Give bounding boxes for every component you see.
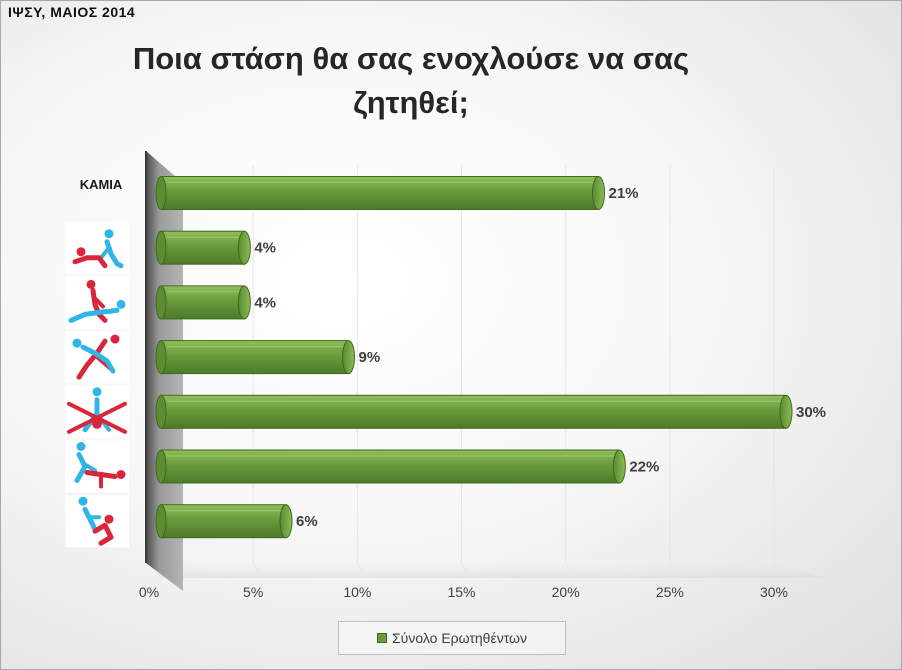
bar-base-1 [155, 230, 167, 265]
bar-body-4 [160, 394, 787, 429]
bar-cap-2 [237, 285, 251, 320]
bar-base-5 [155, 449, 167, 484]
bar-body-6 [160, 504, 287, 539]
chart-floor [149, 563, 826, 578]
fig6-red-head [104, 514, 114, 524]
bar-base-2 [155, 285, 167, 320]
fig2-red-arm [93, 296, 105, 309]
data-label-6: 6% [296, 513, 318, 530]
bar-body-2 [160, 285, 245, 320]
bar-body-3 [160, 340, 349, 375]
x-tick-label-0: 0% [139, 584, 159, 600]
position-icon-5 [65, 440, 129, 493]
bar-cap-4 [779, 394, 793, 429]
position-icon-3 [65, 331, 129, 384]
bar-2 [155, 285, 251, 320]
x-tick-label-5: 25% [656, 584, 684, 600]
bar-0 [155, 176, 605, 210]
bar-base-0 [155, 176, 167, 210]
fig3-blue-head [72, 338, 82, 348]
fig3-blue-body [80, 344, 116, 374]
gridline-floor-30 [773, 562, 782, 574]
chart-title-line-2: ζητηθεί; [353, 85, 469, 120]
data-label-4: 30% [796, 404, 826, 421]
bar-body-0 [160, 176, 599, 210]
category-label-0: ΚΑΜΙΑ [80, 177, 123, 192]
gridline-floor-10 [356, 562, 365, 574]
x-tick-label-3: 15% [447, 584, 475, 600]
fig2-blue-body [68, 307, 120, 323]
fig6-blue-head [78, 496, 88, 506]
fig4-red-head [92, 418, 102, 429]
icon-bg-6 [65, 495, 129, 548]
gridline-floor-15 [461, 562, 469, 574]
fig6-red-body [92, 522, 114, 546]
bar-body-5 [160, 449, 620, 484]
position-icon-6 [65, 495, 129, 548]
legend-label: Σύνολο Ερωτηθέντων [392, 630, 527, 646]
position-icon-1 [65, 221, 129, 274]
gridline-floor-20 [565, 562, 574, 574]
chart-title-line-1: Ποια στάση θα σας ενοχλούσε να σας [132, 41, 690, 76]
position-icon-2 [65, 276, 129, 329]
gridline-floor-5 [252, 562, 261, 574]
data-label-5: 22% [629, 459, 659, 476]
bar-cap-5 [612, 449, 626, 484]
data-label-2: 4% [254, 294, 276, 311]
x-tick-label-6: 30% [760, 584, 788, 600]
bar-cap-6 [279, 504, 293, 539]
fig4-red-b [67, 401, 127, 434]
gridline-floor-25 [669, 562, 678, 574]
corner-label: ΙΨΣΥ, ΜΑΙΟΣ 2014 [8, 4, 136, 20]
bar-6 [155, 504, 293, 539]
chart-title: Ποια στάση θα σας ενοχλούσε να σας ζητηθ… [81, 37, 741, 125]
x-tick-label-4: 20% [552, 584, 580, 600]
position-icon-4 [65, 385, 129, 438]
legend-swatch [377, 633, 388, 643]
fig4-blue-head [92, 387, 102, 397]
fig3-red-body [76, 338, 108, 380]
bar-cap-3 [342, 340, 355, 375]
fig2-red-head [86, 279, 96, 289]
fig5-red-head [116, 470, 126, 479]
fig1-red-body [72, 255, 108, 269]
x-tick-label-1: 5% [243, 584, 263, 600]
bar-cap-0 [592, 176, 605, 210]
fig6-blue-body [82, 506, 98, 532]
data-label-3: 9% [359, 349, 381, 366]
fig5-blue-head [76, 442, 86, 451]
fig1-blue-arm [99, 245, 111, 260]
fig3-red-head [110, 334, 120, 344]
data-label-1: 4% [254, 240, 276, 257]
data-label-0: 21% [609, 185, 639, 202]
bar-base-6 [155, 504, 167, 539]
fig5-blue-arm [83, 462, 97, 473]
bar-base-4 [155, 394, 167, 429]
bar-body-1 [160, 230, 245, 265]
x-tick-label-2: 10% [343, 584, 371, 600]
bar-4 [155, 394, 793, 429]
fig1-blue-head [104, 229, 114, 239]
bar-5 [155, 449, 626, 484]
fig1-red-head [76, 247, 86, 257]
bar-base-3 [155, 340, 167, 375]
bar-3 [155, 340, 355, 375]
fig2-blue-head [116, 299, 126, 309]
bar-cap-1 [237, 230, 251, 265]
bar-1 [155, 230, 251, 265]
chart-legend: Σύνολο Ερωτηθέντων [338, 621, 566, 655]
icon-bg-5 [65, 440, 129, 493]
